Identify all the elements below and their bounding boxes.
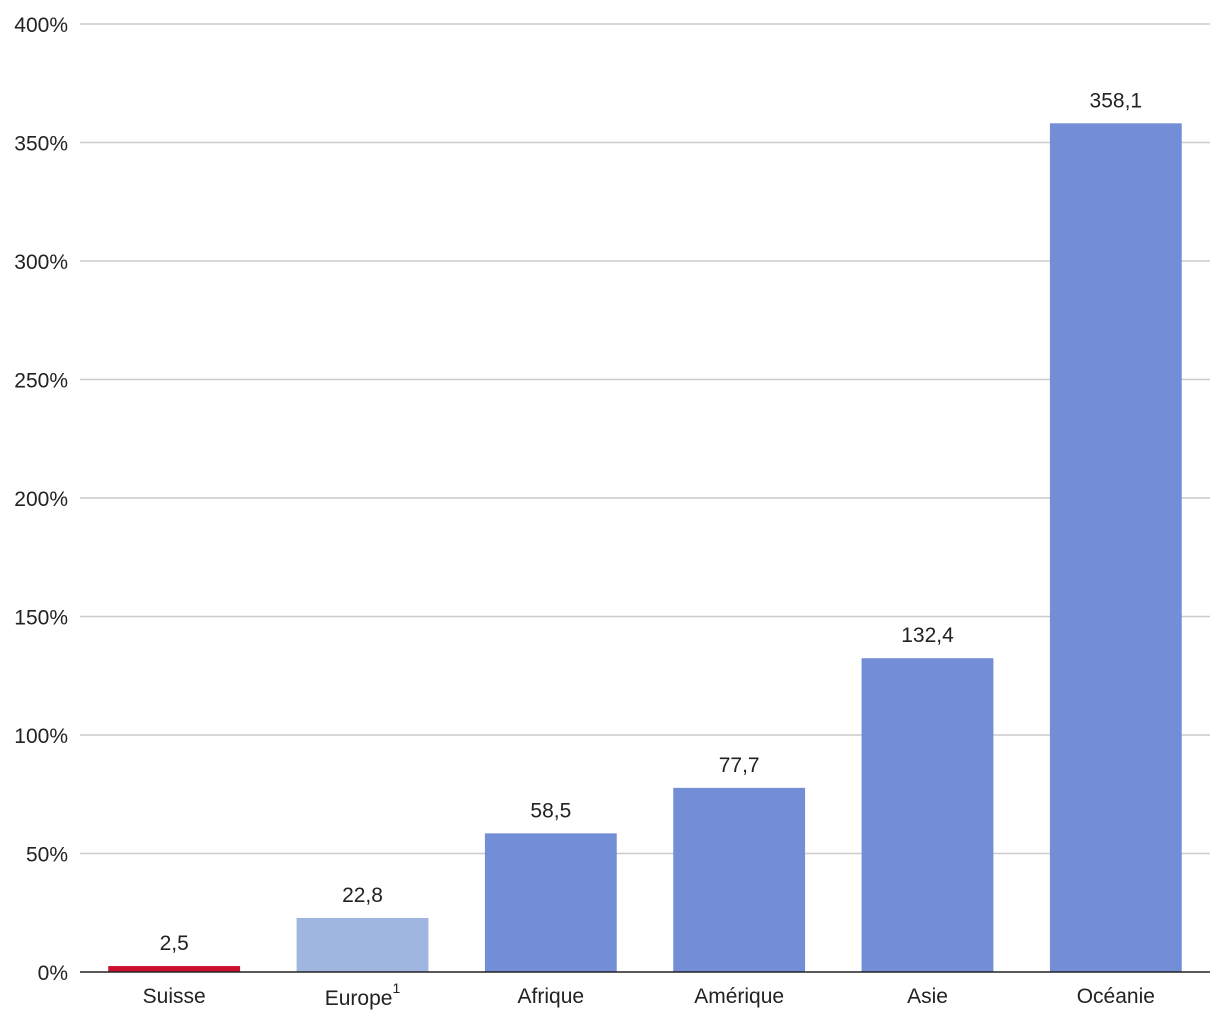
bar (861, 658, 994, 972)
value-labels: 2,5 22,8 58,5 77,7 132,4 358,1 (160, 89, 1143, 955)
data-label: 2,5 (160, 932, 189, 955)
bar (1049, 123, 1182, 973)
x-category-text: Asie (907, 985, 948, 1008)
x-category-label: Afrique (518, 985, 585, 1008)
y-axis-tick-labels: 0% 50% 100% 150% 200% 250% 300% 350% 400% (14, 14, 68, 985)
data-label: 22,8 (342, 884, 383, 907)
y-tick-label: 250% (14, 370, 68, 393)
x-category-label: Océanie (1077, 985, 1155, 1008)
x-category-text: Europe (325, 987, 393, 1010)
x-category-text: Océanie (1077, 985, 1155, 1008)
x-category-label: Suisse (143, 985, 206, 1008)
y-tick-label: 0% (38, 962, 68, 985)
y-tick-label: 300% (14, 251, 68, 274)
x-category-label: Asie (907, 985, 948, 1008)
y-tick-label: 400% (14, 14, 68, 37)
x-category-label: Amérique (694, 985, 784, 1008)
bar (484, 833, 617, 972)
y-tick-label: 50% (26, 844, 68, 867)
data-label: 358,1 (1090, 89, 1143, 112)
y-tick-label: 100% (14, 725, 68, 748)
bar (108, 966, 241, 972)
data-label: 58,5 (530, 799, 571, 822)
gridlines (80, 23, 1210, 855)
x-category-label: Europe1 (325, 980, 401, 1010)
bar (673, 787, 806, 972)
y-tick-label: 150% (14, 607, 68, 630)
y-tick-label: 350% (14, 133, 68, 156)
x-category-text: Suisse (143, 985, 206, 1008)
x-category-text: Amérique (694, 985, 784, 1008)
category-labels: Suisse Europe1 Afrique Amérique Asie Océanie (143, 980, 1155, 1010)
data-label: 132,4 (901, 624, 954, 647)
x-category-text: Afrique (518, 985, 585, 1008)
y-tick-label: 200% (14, 488, 68, 511)
bars (108, 123, 1182, 973)
bar (296, 917, 429, 972)
footnote-marker: 1 (392, 980, 400, 996)
data-label: 77,7 (719, 754, 760, 777)
